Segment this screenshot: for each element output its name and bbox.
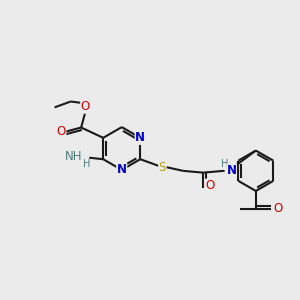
Text: O: O [57,125,66,138]
Text: H: H [220,159,228,169]
Text: N: N [135,131,145,144]
Text: O: O [205,179,214,192]
Text: O: O [273,202,282,215]
Text: N: N [227,164,237,177]
Text: N: N [117,164,127,176]
Text: O: O [81,100,90,113]
Text: H: H [82,159,90,169]
Text: S: S [159,160,166,174]
Text: NH: NH [65,150,82,163]
